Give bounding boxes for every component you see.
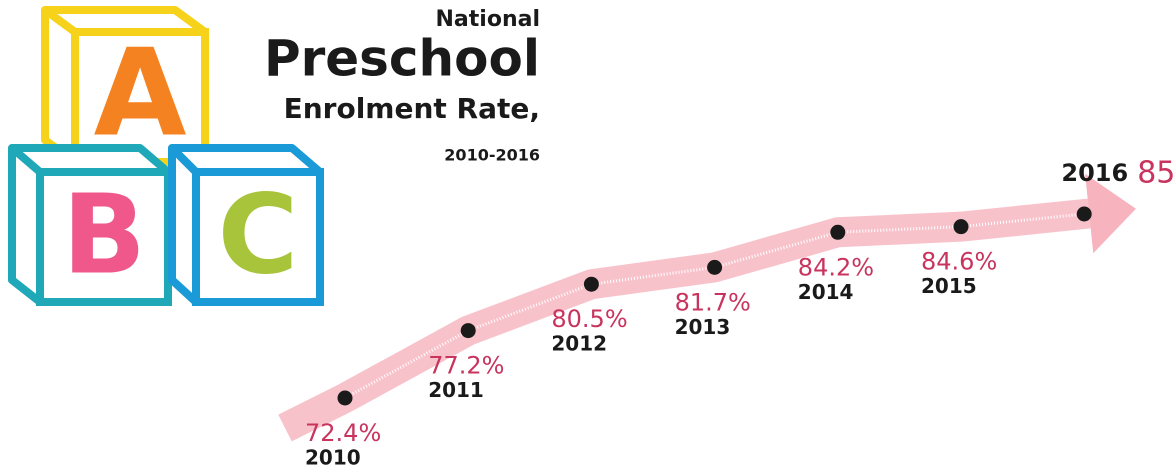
- block-letter: B: [62, 170, 146, 298]
- point: [583, 276, 599, 292]
- value-label: 80.5%: [551, 305, 627, 333]
- arrow-head: [1085, 173, 1136, 254]
- year-label: 2011: [428, 378, 484, 402]
- point: [953, 219, 969, 235]
- block-letter: A: [94, 25, 187, 164]
- value-label: 84.2%: [798, 253, 874, 281]
- value-label: 77.2%: [428, 352, 504, 380]
- subtitle: 2010-2016: [444, 146, 540, 165]
- block-b: B: [8, 144, 172, 306]
- block-a: A: [41, 6, 209, 166]
- block-c: C: [168, 144, 324, 306]
- point: [830, 224, 846, 240]
- point: [707, 259, 723, 275]
- point: [1076, 206, 1092, 222]
- year-label: 2010: [305, 446, 361, 470]
- blocks: A B C: [8, 6, 324, 306]
- point: [337, 390, 353, 406]
- year-label: 2013: [675, 315, 731, 339]
- title-line: Enrolment Rate,: [284, 92, 540, 125]
- value-label: 85.5%: [1137, 156, 1176, 191]
- point: [460, 323, 476, 339]
- year-label: 2015: [921, 274, 977, 298]
- title-line: Preschool: [264, 30, 540, 88]
- year-label: 2012: [551, 332, 607, 356]
- year-label: 2016: [1061, 159, 1128, 187]
- value-label: 72.4%: [305, 419, 381, 447]
- value-label: 84.6%: [921, 248, 997, 276]
- block-letter: C: [218, 170, 299, 298]
- year-label: 2014: [798, 280, 854, 304]
- title-line: National: [436, 7, 540, 32]
- value-label: 81.7%: [675, 288, 751, 316]
